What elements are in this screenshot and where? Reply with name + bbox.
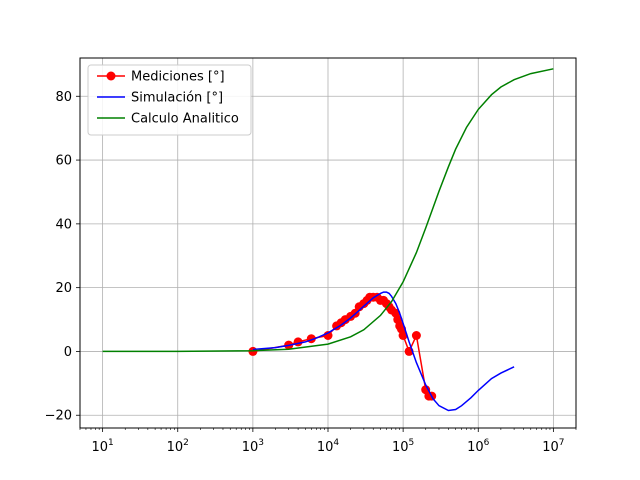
- y-tick-label: 40: [55, 217, 72, 232]
- y-tick-label: 20: [55, 281, 72, 296]
- series-line-1: [252, 291, 515, 412]
- legend-box: [87, 64, 252, 136]
- x-tick-label-exponent: 2: [183, 438, 189, 448]
- data-point: [411, 331, 421, 340]
- x-tick-label-exponent: 5: [409, 438, 415, 448]
- legend: Mediciones [°] Simulación [°] Calculo Anal…: [87, 64, 252, 136]
- series-line-2: [102, 68, 554, 353]
- x-tick-label-base: 10: [167, 440, 184, 455]
- x-tick-label: 101: [91, 438, 113, 455]
- x-tick-label: 102: [167, 438, 189, 455]
- grid: [80, 58, 576, 428]
- x-tick-label: 107: [542, 438, 564, 455]
- y-tick-label: 0: [64, 345, 72, 360]
- legend-label: Calculo Analitico: [131, 112, 239, 127]
- x-tick-label-base: 10: [467, 440, 484, 455]
- y-tick-label: 80: [55, 90, 72, 105]
- data-point: [293, 337, 303, 347]
- x-tick-label: 103: [242, 438, 264, 455]
- legend-label: Simulación [°]: [131, 91, 223, 106]
- data-point: [398, 331, 408, 340]
- legend-label: Mediciones [°]: [131, 70, 225, 85]
- x-tick-label-exponent: 7: [559, 438, 565, 448]
- x-tick-label-exponent: 3: [258, 438, 264, 448]
- x-tick-label-base: 10: [392, 440, 409, 455]
- x-tick-label-exponent: 4: [333, 438, 339, 448]
- x-tick-label: 105: [392, 438, 414, 455]
- y-tick-label: −20: [45, 409, 72, 424]
- plot-series: [102, 68, 554, 412]
- x-tick-label-base: 10: [317, 440, 334, 455]
- x-tick-label-base: 10: [242, 440, 259, 455]
- x-tick-label: 104: [317, 438, 340, 455]
- y-tick-label: 60: [55, 154, 72, 169]
- x-tick-label-base: 10: [91, 440, 108, 455]
- x-tick-label: 106: [467, 438, 490, 455]
- x-tick-label-exponent: 1: [108, 438, 114, 448]
- x-tick-label-exponent: 6: [484, 438, 490, 448]
- legend-marker: [106, 71, 116, 81]
- x-tick-label-base: 10: [542, 440, 559, 455]
